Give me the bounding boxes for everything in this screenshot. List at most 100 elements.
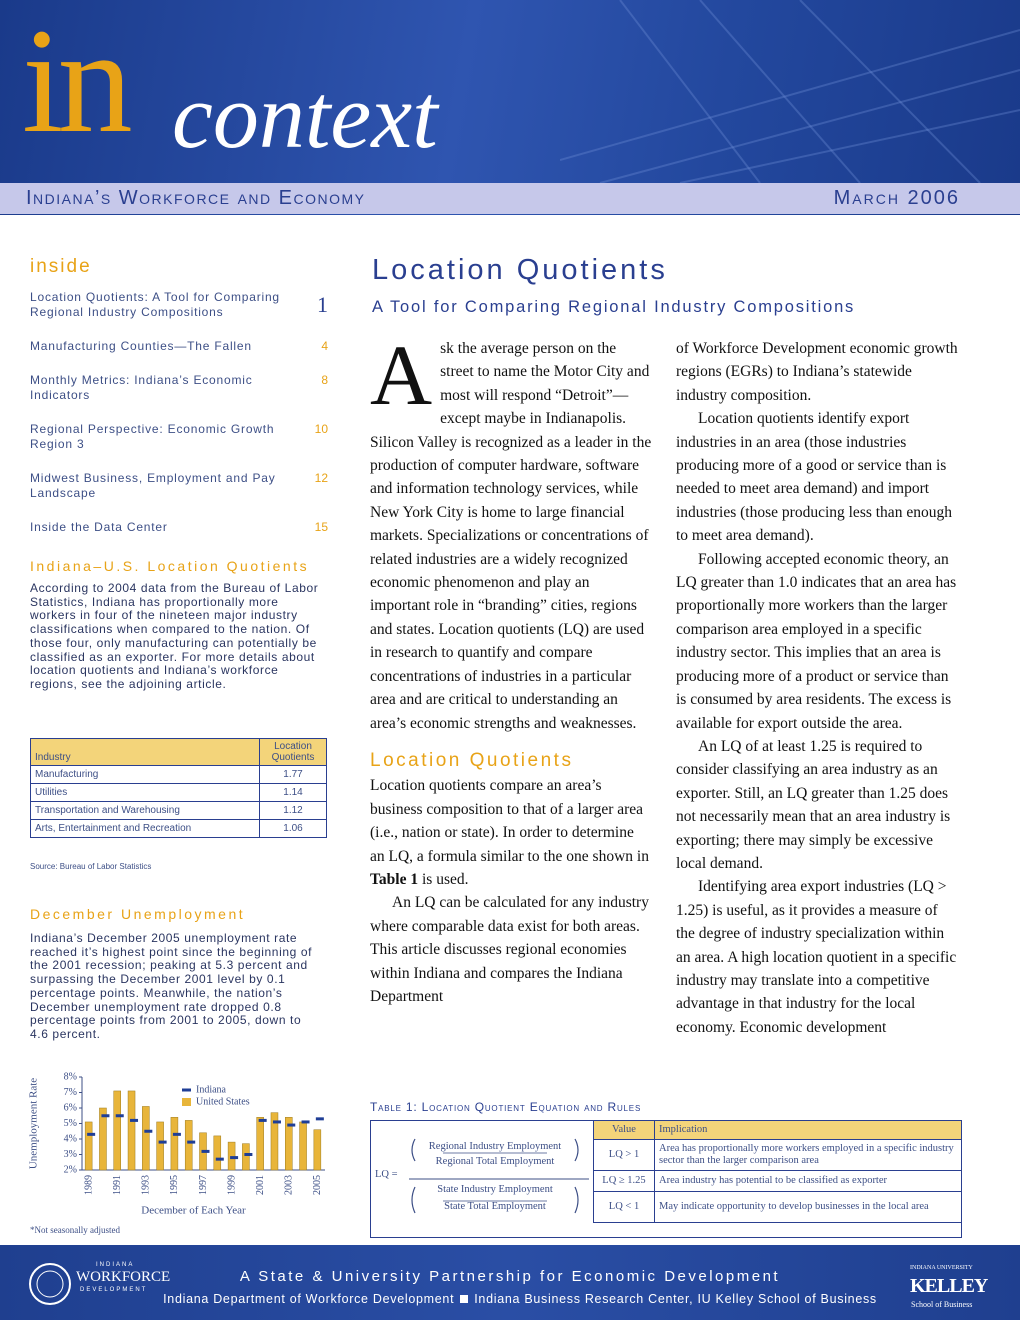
article-subtitle: A Tool for Comparing Regional Industry C… [372, 298, 856, 316]
table-row: LQ ≥ 1.25 Area industry has potential to … [593, 1170, 961, 1192]
bar [313, 1129, 322, 1171]
paragraph: Indiana’s December 2005 unemployment rat… [30, 931, 313, 1041]
issue-date: March 2006 [833, 187, 960, 209]
text: sk the average person on the street to n… [370, 340, 652, 732]
paragraph: Following accepted economic theory, an L… [676, 550, 957, 732]
legend-label: United States [196, 1096, 250, 1107]
bar [299, 1121, 307, 1171]
partner: Indiana Business Research Center, IU Kel… [474, 1292, 877, 1306]
logo-context: context [172, 65, 438, 167]
footer-partners: Indiana Department of Workforce Developm… [0, 1292, 1020, 1306]
y-tick-label: 5% [64, 1118, 77, 1129]
formula-lines [409, 1138, 589, 1214]
paragraph: According to 2004 data from the Bureau o… [30, 581, 319, 691]
table-row: Manufacturing 1.77 [30, 765, 327, 784]
contents-list: Location Quotients: A Tool for Comparing… [30, 290, 330, 554]
publication-subtitle: Indiana’s Workforce and Economy [26, 187, 366, 209]
bar [127, 1090, 136, 1171]
table-row: LQ < 1 May indicate opportunity to develo… [593, 1191, 961, 1223]
marker [215, 1157, 224, 1161]
contents-page: 10 [314, 422, 328, 436]
y-tick-label: 4% [64, 1133, 77, 1144]
x-tick-label: 1997 [198, 1175, 209, 1195]
x-tick-label: 1999 [226, 1175, 237, 1195]
masthead: in context [0, 0, 1020, 215]
marker [258, 1118, 267, 1122]
x-tick-label: 2003 [284, 1175, 295, 1195]
marker [172, 1132, 181, 1136]
section-heading: Indiana–U.S. Location Quotients [30, 558, 310, 574]
table-row: Transportation and Warehousing 1.12 [30, 801, 327, 820]
seal [29, 1263, 71, 1305]
formula-table: LQ = Regional Industry Employment Region… [370, 1120, 962, 1238]
value-cell: 1.14 [259, 783, 327, 802]
x-tick-label: 1989 [83, 1175, 94, 1195]
drop-cap: A [370, 327, 433, 423]
y-axis-label: Unemployment Rate [28, 1078, 40, 1169]
logo-text: INDIANA UNIVERSITY [910, 1265, 973, 1271]
rules-table: Value Implication LQ > 1 Area has proportio… [593, 1121, 961, 1223]
contents-item: Midwest Business, Employment and Pay Lan… [30, 471, 330, 501]
paragraph: of Workforce Development economic growth… [676, 340, 958, 404]
marker [201, 1149, 210, 1153]
bar [285, 1117, 293, 1171]
bar [142, 1106, 150, 1171]
table-caption: Table 1: Location Quotient Equation and … [370, 1100, 642, 1114]
header-cell: Location Quotients [259, 738, 327, 766]
header-texture [560, 0, 1020, 183]
x-axis-label: December of Each Year [141, 1205, 246, 1217]
bar [227, 1141, 236, 1171]
contents-item: Inside the Data Center 15 [30, 520, 330, 535]
logo-text: WORKFORCE [76, 1269, 171, 1285]
marker [244, 1153, 253, 1156]
y-tick-label: 3% [64, 1149, 77, 1160]
marker [230, 1156, 239, 1160]
paragraph: Location quotients identify export indus… [676, 410, 952, 545]
industry-cell: Manufacturing [30, 765, 260, 784]
table-row: LQ > 1 Area has proportionally more worke… [593, 1139, 961, 1171]
contents-item: Manufacturing Counties—The Fallen 4 [30, 339, 330, 354]
header-cell: Value [593, 1121, 655, 1140]
bar [84, 1121, 93, 1171]
bar [242, 1143, 250, 1171]
marker [187, 1140, 196, 1144]
article-title: Location Quotients [372, 254, 668, 286]
footer-tagline: A State & University Partnership for Eco… [239, 1268, 781, 1285]
contents-title: Manufacturing Counties—The Fallen [30, 339, 252, 353]
separator [460, 1295, 469, 1303]
contents-title: Location Quotients: A Tool for Comparing… [30, 290, 280, 319]
subtitle-band [0, 183, 1020, 214]
marker [158, 1140, 167, 1144]
y-tick-label: 7% [64, 1087, 77, 1098]
bar [99, 1107, 107, 1171]
bar [256, 1117, 264, 1171]
table-header: Industry Location Quotients [30, 738, 327, 766]
formula-label: LQ = [375, 1169, 398, 1180]
paragraph: Location quotients compare an area’s bus… [370, 774, 652, 891]
contents-item: Location Quotients: A Tool for Comparing… [30, 290, 330, 320]
bar [270, 1112, 279, 1171]
industry-cell: Transportation and Warehousing [30, 801, 260, 820]
value-cell: 1.77 [259, 765, 327, 784]
contents-item: Regional Perspective: Economic Growth Re… [30, 422, 330, 452]
industry-cell: Arts, Entertainment and Recreation [30, 819, 260, 838]
source-note: Source: Bureau of Labor Statistics [30, 862, 152, 871]
marker [272, 1120, 281, 1124]
logo-in: in [22, 0, 133, 164]
table-row: Arts, Entertainment and Recreation 1.06 [30, 819, 327, 838]
contents-title: Midwest Business, Employment and Pay Lan… [30, 471, 276, 500]
value-cell: LQ < 1 [593, 1191, 655, 1223]
unemployment-chart: 2% 3% 4% 5% 6% 7% 8% Unemployment Rate 1989 1991 1… [28, 1071, 325, 1217]
marker [101, 1114, 110, 1118]
value-cell: LQ > 1 [593, 1139, 655, 1171]
partner: Indiana Department of Workforce Developm… [163, 1292, 455, 1306]
marker [87, 1132, 96, 1136]
implication-cell: Area has proportionally more workers emp… [654, 1139, 961, 1171]
marker [287, 1123, 296, 1127]
inside-heading: inside [30, 256, 92, 277]
legend-swatch [182, 1088, 191, 1092]
legend-swatch [182, 1098, 191, 1106]
logo-text: School of Business [911, 1300, 973, 1309]
industry-cell: Utilities [30, 783, 260, 802]
